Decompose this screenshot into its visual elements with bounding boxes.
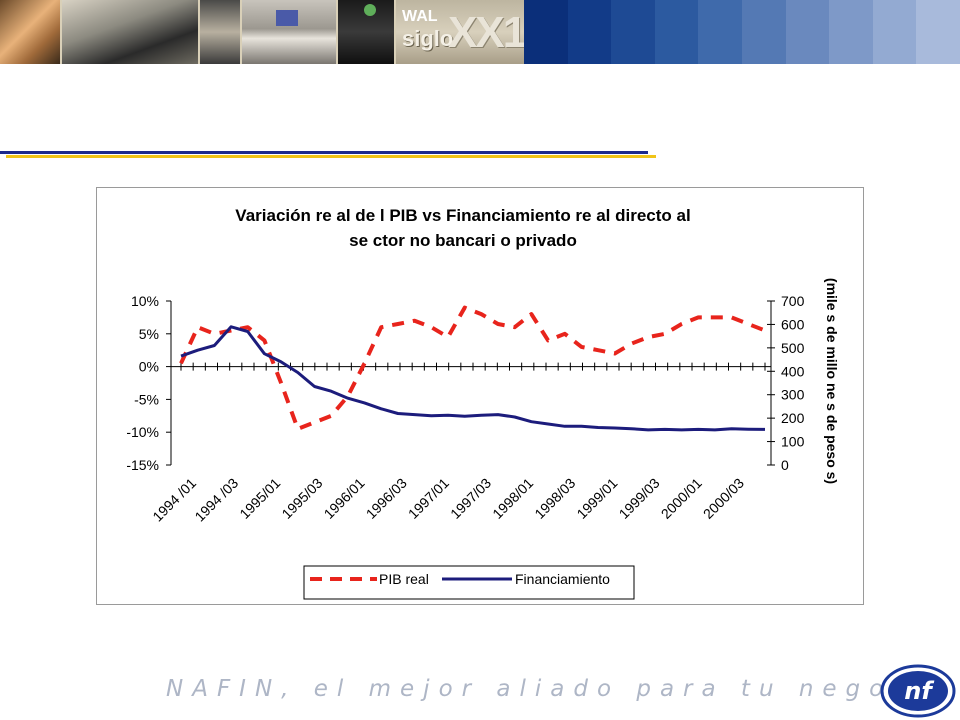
logo-text: nf [904,677,934,705]
banner-stripe [698,0,742,64]
left-axis-tick-label: -10% [126,424,159,440]
x-axis-tick-label: 1997/03 [447,475,494,522]
x-axis-tick-label: 1996/03 [363,475,410,522]
laptop-icon [276,10,298,26]
left-axis-tick-label: 5% [139,326,159,342]
banner-stripe [741,0,786,64]
chart-axes: 10% 5% 0% -5% -10% -15% 700 600 500 400 300 200 100 0 [126,293,804,473]
x-axis-tick-label: 1998/01 [489,475,536,522]
photo-person-desk [200,0,242,64]
right-axis-tick-label: 100 [781,434,805,450]
photo-siglo-xx1: WAL siglo XX1 [396,0,528,64]
line-chart: Variación re al de l PIB vs Financiamien… [126,206,840,600]
left-axis-tick-label: -5% [134,391,159,407]
traffic-light-icon [364,4,376,16]
legend-financiamiento-label: Financiamiento [515,571,610,587]
x-axis-tick-label: 1994 /01 [149,475,199,525]
right-axis-tick-label: 400 [781,363,805,379]
banner-stripe [829,0,873,64]
nafin-logo: nf [880,664,956,718]
series-line-financiamiento [180,325,766,432]
x-axis-tick-label: 1994 /03 [191,475,241,525]
banner-stripe [524,0,568,64]
right-axis-tick-label: 200 [781,410,805,426]
series-line-pib-real [179,305,766,431]
title-rule-yellow [6,155,656,158]
photo-laptop [242,0,338,64]
right-axis-tick-label: 500 [781,340,805,356]
x-axis-tick-label: 1995/03 [278,475,325,522]
banner-xx1-text: XX1 [448,8,527,57]
right-axis-tick-label: 0 [781,457,789,473]
left-axis-tick-label: 0% [139,359,159,375]
header-banner: WAL siglo XX1 [0,0,960,64]
x-axis-tick-label: 2000/03 [700,475,747,522]
right-axis-label: (mile s de millo ne s de peso s) [824,278,840,484]
x-axis-tick-label: 1998/03 [531,475,578,522]
right-axis-tick-label: 300 [781,387,805,403]
banner-stripe [611,0,655,64]
legend-pib-label: PIB real [379,571,429,587]
banner-wal-text: WAL [402,8,438,25]
chart-series [179,305,766,432]
x-axis-tick-label: 2000/01 [658,475,705,522]
photo-man-phone [62,0,200,64]
x-axis-tick-label: 1999/03 [616,475,663,522]
left-axis-tick-label: 10% [131,293,159,309]
chart-frame: Variación re al de l PIB vs Financiamien… [96,187,864,605]
chart-legend: PIB real Financiamiento [303,565,635,600]
left-axis-tick-label: -15% [126,457,159,473]
banner-stripe [654,0,699,64]
photo-strip: WAL siglo XX1 [0,0,528,64]
photo-woman-phone [0,0,62,64]
x-axis-tick-label: 1999/01 [573,475,620,522]
title-rule-blue [0,151,648,154]
x-axis-tick-label: 1995/01 [236,475,283,522]
banner-stripes [524,0,960,64]
banner-stripe [872,0,917,64]
x-axis-tick-label: 1997/01 [405,475,452,522]
banner-stripe [916,0,960,64]
chart-title-line-1: Variación re al de l PIB vs Financiamien… [235,206,690,225]
photo-traffic-light [338,0,396,64]
right-axis-tick-label: 700 [781,293,805,309]
banner-stripe [567,0,612,64]
legend-box [303,565,635,600]
logo-disc [888,671,948,711]
banner-siglo-text: siglo [402,26,454,51]
banner-stripe [785,0,830,64]
x-axis-tick-label: 1996/01 [321,475,368,522]
chart-title-line-2: se ctor no bancari o privado [349,231,577,250]
right-axis-tick-label: 600 [781,316,805,332]
footer-slogan: NAFIN, el mejor aliado para tu negocio [166,676,953,702]
